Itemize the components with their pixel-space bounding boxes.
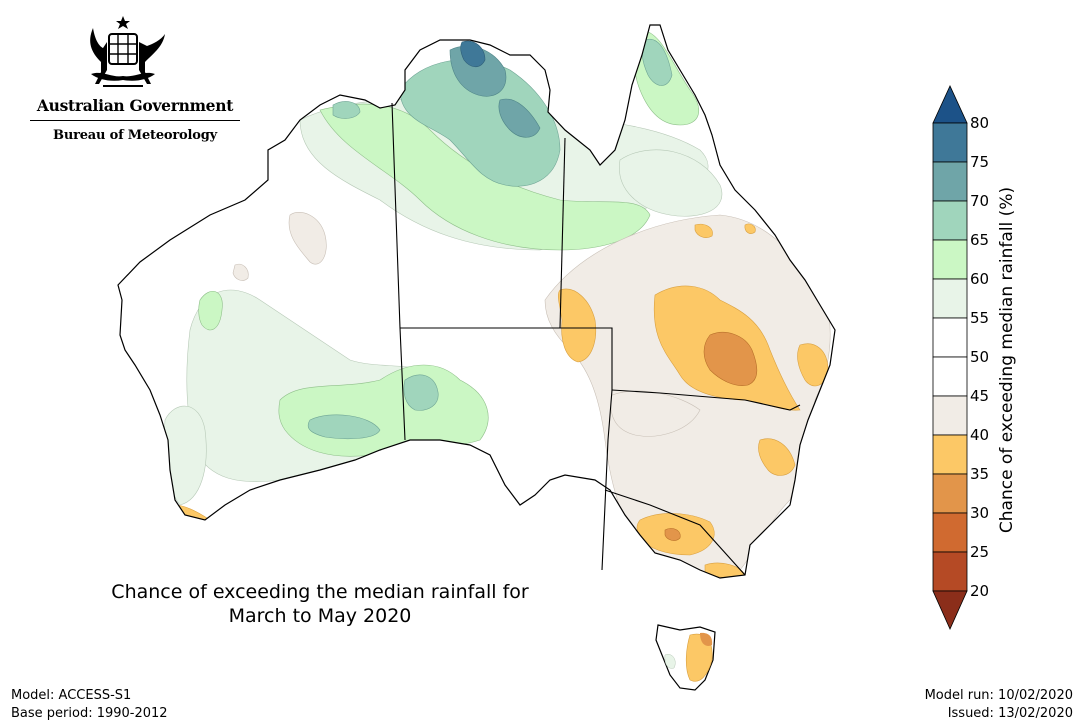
organisation-name: Australian Government xyxy=(36,96,234,115)
tick-label: 45 xyxy=(970,387,990,405)
issued-date: Issued: 13/02/2020 xyxy=(947,706,1073,721)
rainfall-outlook-map xyxy=(117,24,836,691)
coat-of-arms-icon xyxy=(90,16,165,87)
region-60-65-west xyxy=(198,291,223,331)
region-70-75-gulf xyxy=(498,98,541,138)
region-30-35-qld xyxy=(703,331,758,386)
region-40-45-wa xyxy=(288,212,327,265)
region-75-80-arnhem xyxy=(460,40,486,68)
cb-45-50 xyxy=(932,356,968,397)
region-55-60-east xyxy=(619,149,723,217)
region-65-70-central xyxy=(403,374,439,411)
region-40-45-east xyxy=(544,214,831,572)
model-name: Model: ACCESS-S1 xyxy=(11,688,132,703)
tick-label: 60 xyxy=(970,270,990,288)
footer-left: Model: ACCESS-S1 Base period: 1990-2012 xyxy=(11,687,168,723)
region-65-70-southcentral xyxy=(307,414,381,440)
government-logo: Australian Government Bureau of Meteorol… xyxy=(25,8,240,143)
tick-label: 75 xyxy=(970,153,990,171)
region-65-70-cape xyxy=(641,38,673,86)
tick-label: 70 xyxy=(970,192,990,210)
tick-label: 30 xyxy=(970,504,990,522)
map-title: Chance of exceeding the median rainfall … xyxy=(70,580,570,628)
tick-label: 55 xyxy=(970,309,990,327)
cb-50-55 xyxy=(932,317,968,358)
region-35-40-nsw-coast xyxy=(797,343,829,387)
cb-20-25 xyxy=(932,551,968,592)
base-period: Base period: 1990-2012 xyxy=(11,706,168,721)
tick-label: 35 xyxy=(970,465,990,483)
cb-60-65 xyxy=(932,239,968,280)
tick-label: 40 xyxy=(970,426,990,444)
model-run-date: Model run: 10/02/2020 xyxy=(924,688,1073,703)
tick-label: 80 xyxy=(970,114,990,132)
agency-name: Bureau of Meteorology xyxy=(53,128,217,143)
cb-70-75 xyxy=(932,161,968,202)
cb-65-70 xyxy=(932,200,968,241)
cb-55-60 xyxy=(932,278,968,319)
colour-bar xyxy=(932,85,968,630)
cb-35-40 xyxy=(932,434,968,475)
cb-30-35 xyxy=(932,473,968,514)
region-35-40-qld-e xyxy=(744,223,756,234)
footer-right: Model run: 10/02/2020 Issued: 13/02/2020 xyxy=(925,687,1073,723)
tasmania xyxy=(655,624,716,691)
map-title-line1: Chance of exceeding the median rainfall … xyxy=(111,581,529,603)
region-30-35-vic xyxy=(664,528,681,541)
region-35-40-nsw-s xyxy=(758,438,796,476)
cb-extend-above-80 xyxy=(932,85,968,124)
tick-label: 20 xyxy=(970,582,990,600)
cb-40-45 xyxy=(932,395,968,436)
cb-25-30 xyxy=(932,512,968,553)
region-65-70-kimberley xyxy=(332,101,361,119)
cb-extend-below-20 xyxy=(932,590,968,630)
tick-label: 65 xyxy=(970,231,990,249)
colour-bar-label-text: Chance of exceeding median rainfall (%) xyxy=(997,186,1017,534)
logo-divider xyxy=(30,120,240,121)
region-40-45-wa2 xyxy=(232,263,249,281)
cb-75-80 xyxy=(932,122,968,163)
region-60-65-north xyxy=(319,103,651,251)
tick-label: 25 xyxy=(970,543,990,561)
tick-label: 50 xyxy=(970,348,990,366)
map-title-line2: March to May 2020 xyxy=(228,605,412,627)
state-borders xyxy=(391,102,801,576)
region-35-40-qld-n xyxy=(694,223,713,238)
